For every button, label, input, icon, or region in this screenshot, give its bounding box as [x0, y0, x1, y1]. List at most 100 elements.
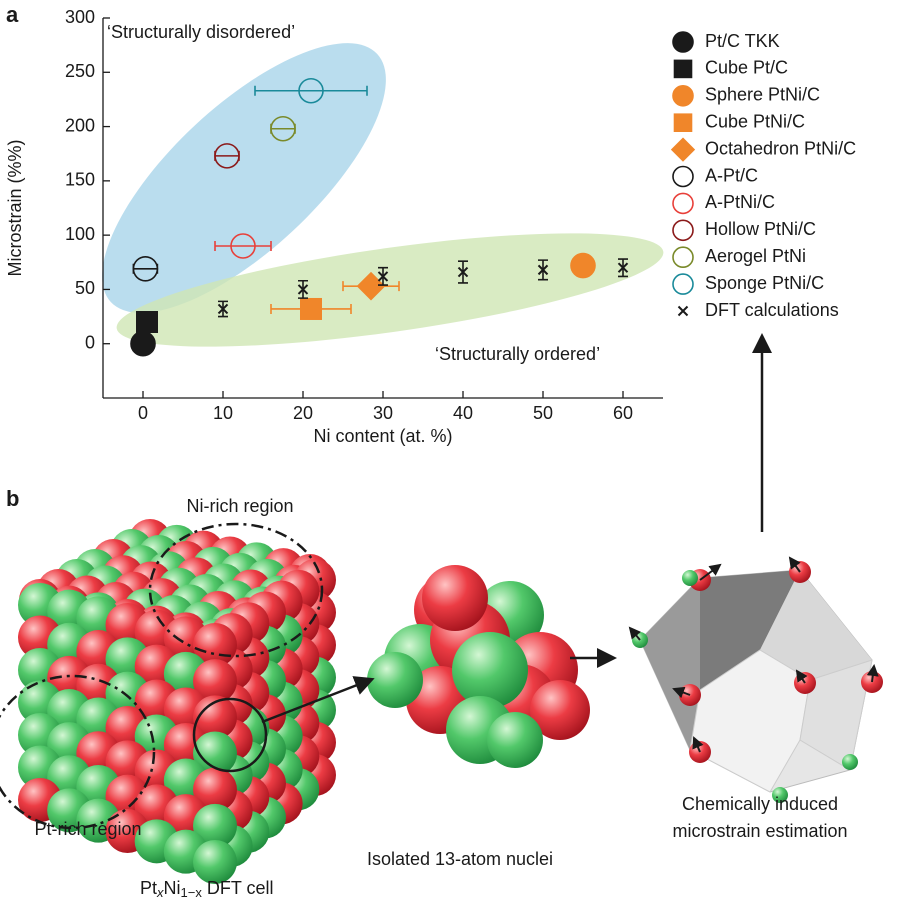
pt-atom	[193, 659, 237, 704]
marker	[214, 143, 240, 169]
legend-label: A-PtNi/C	[705, 192, 775, 212]
panel-label: b	[6, 486, 19, 511]
ni-atom	[772, 787, 788, 803]
caption-part: Pt	[140, 878, 157, 898]
x-tick-label: 0	[138, 403, 148, 423]
marker	[356, 271, 386, 301]
marker	[298, 77, 324, 104]
caption: Isolated 13-atom nuclei	[367, 849, 553, 869]
ni-atom	[193, 731, 237, 776]
marker	[136, 310, 159, 333]
displacement-arrow	[866, 664, 879, 683]
legend-marker	[672, 246, 694, 269]
displacement-arrow	[699, 563, 722, 581]
x-tick-label: 30	[373, 403, 393, 423]
ni-atom	[193, 840, 237, 884]
polyhedron-face	[760, 570, 872, 680]
ni-atom	[452, 632, 528, 708]
ni-atom	[842, 754, 858, 770]
x-tick-label: 60	[613, 403, 633, 423]
legend-marker	[672, 192, 694, 215]
y-tick-label: 250	[65, 61, 95, 81]
dft-cell-cube	[18, 519, 336, 884]
marker	[617, 262, 629, 273]
selection-circle	[192, 697, 268, 773]
legend-label: Hollow PtNi/C	[705, 219, 816, 239]
y-tick-label: 50	[75, 278, 95, 298]
marker	[132, 255, 159, 282]
caption-sub: x	[156, 885, 164, 900]
pt-atom	[530, 680, 590, 740]
legend-marker	[673, 113, 693, 132]
caption-part: Ni	[164, 878, 181, 898]
marker	[537, 264, 549, 276]
y-tick-label: 300	[65, 7, 95, 27]
ni-atom	[682, 570, 698, 586]
ni-atom	[367, 652, 423, 708]
legend-label: DFT calculations	[705, 300, 839, 320]
caption: Chemically induced	[682, 794, 838, 814]
y-tick-label: 100	[65, 224, 95, 244]
displacement-arrow	[672, 686, 691, 699]
pt-atom	[193, 767, 237, 812]
marker	[217, 303, 229, 315]
marker	[230, 233, 256, 259]
marker	[377, 271, 389, 282]
ni-atom	[487, 712, 543, 768]
legend-marker	[672, 165, 694, 188]
legend-marker	[673, 59, 693, 79]
ordered-region	[116, 233, 664, 347]
region-label: Ni-rich region	[186, 496, 293, 516]
pt-rich-outline	[0, 674, 156, 830]
marker	[130, 330, 156, 357]
disordered-region	[102, 43, 386, 313]
ni-atom	[193, 803, 237, 848]
atom-cluster	[367, 565, 590, 768]
caption: microstrain estimation	[672, 821, 847, 841]
displacement-arrow	[692, 736, 704, 753]
pt-atom	[422, 565, 488, 631]
y-axis-label: Microstrain (%%)	[5, 139, 25, 276]
y-tick-label: 200	[65, 115, 95, 135]
legend-label: Sponge PtNi/C	[705, 273, 824, 293]
x-tick-label: 10	[213, 403, 233, 423]
legend-marker	[672, 219, 694, 242]
legend-label: Aerogel PtNi	[705, 246, 806, 266]
marker	[297, 284, 309, 295]
displacement-arrow	[795, 669, 808, 684]
annotation: ‘Structurally ordered’	[435, 344, 600, 364]
marker	[457, 266, 469, 278]
arrow	[261, 676, 375, 724]
legend-label: Pt/C TKK	[705, 31, 780, 51]
x-tick-label: 40	[453, 403, 473, 423]
x-error-bar	[214, 241, 272, 251]
displacement-arrow	[628, 626, 642, 641]
x-axis-label: Ni content (at. %)	[313, 426, 452, 446]
polyhedron	[628, 556, 883, 803]
legend-label: A-Pt/C	[705, 165, 758, 185]
legend-label: Octahedron PtNi/C	[705, 138, 856, 158]
x-tick-label: 50	[533, 403, 553, 423]
legend-marker	[677, 305, 689, 317]
polyhedron-face	[700, 570, 800, 690]
displacement-arrow	[788, 556, 801, 573]
legend-marker	[672, 85, 694, 107]
x-error-bar	[254, 85, 368, 96]
legend-marker	[672, 31, 694, 53]
ni-rich-outline	[148, 522, 324, 658]
legend-marker	[672, 273, 694, 295]
caption-sub: 1−x	[181, 885, 203, 900]
x-tick-label: 20	[293, 403, 313, 423]
y-tick-label: 150	[65, 170, 95, 190]
region-ellipses	[102, 43, 664, 347]
legend-label: Sphere PtNi/C	[705, 85, 820, 105]
marker	[299, 297, 322, 320]
caption: PtxNi1−x DFT cell	[140, 878, 274, 901]
y-tick-label: 0	[85, 332, 95, 352]
panel-label: a	[6, 2, 19, 27]
legend-marker	[670, 137, 696, 162]
annotation: ‘Structurally disordered’	[107, 22, 295, 42]
region-label: Pt-rich region	[34, 819, 141, 839]
polyhedron-face	[640, 578, 700, 750]
